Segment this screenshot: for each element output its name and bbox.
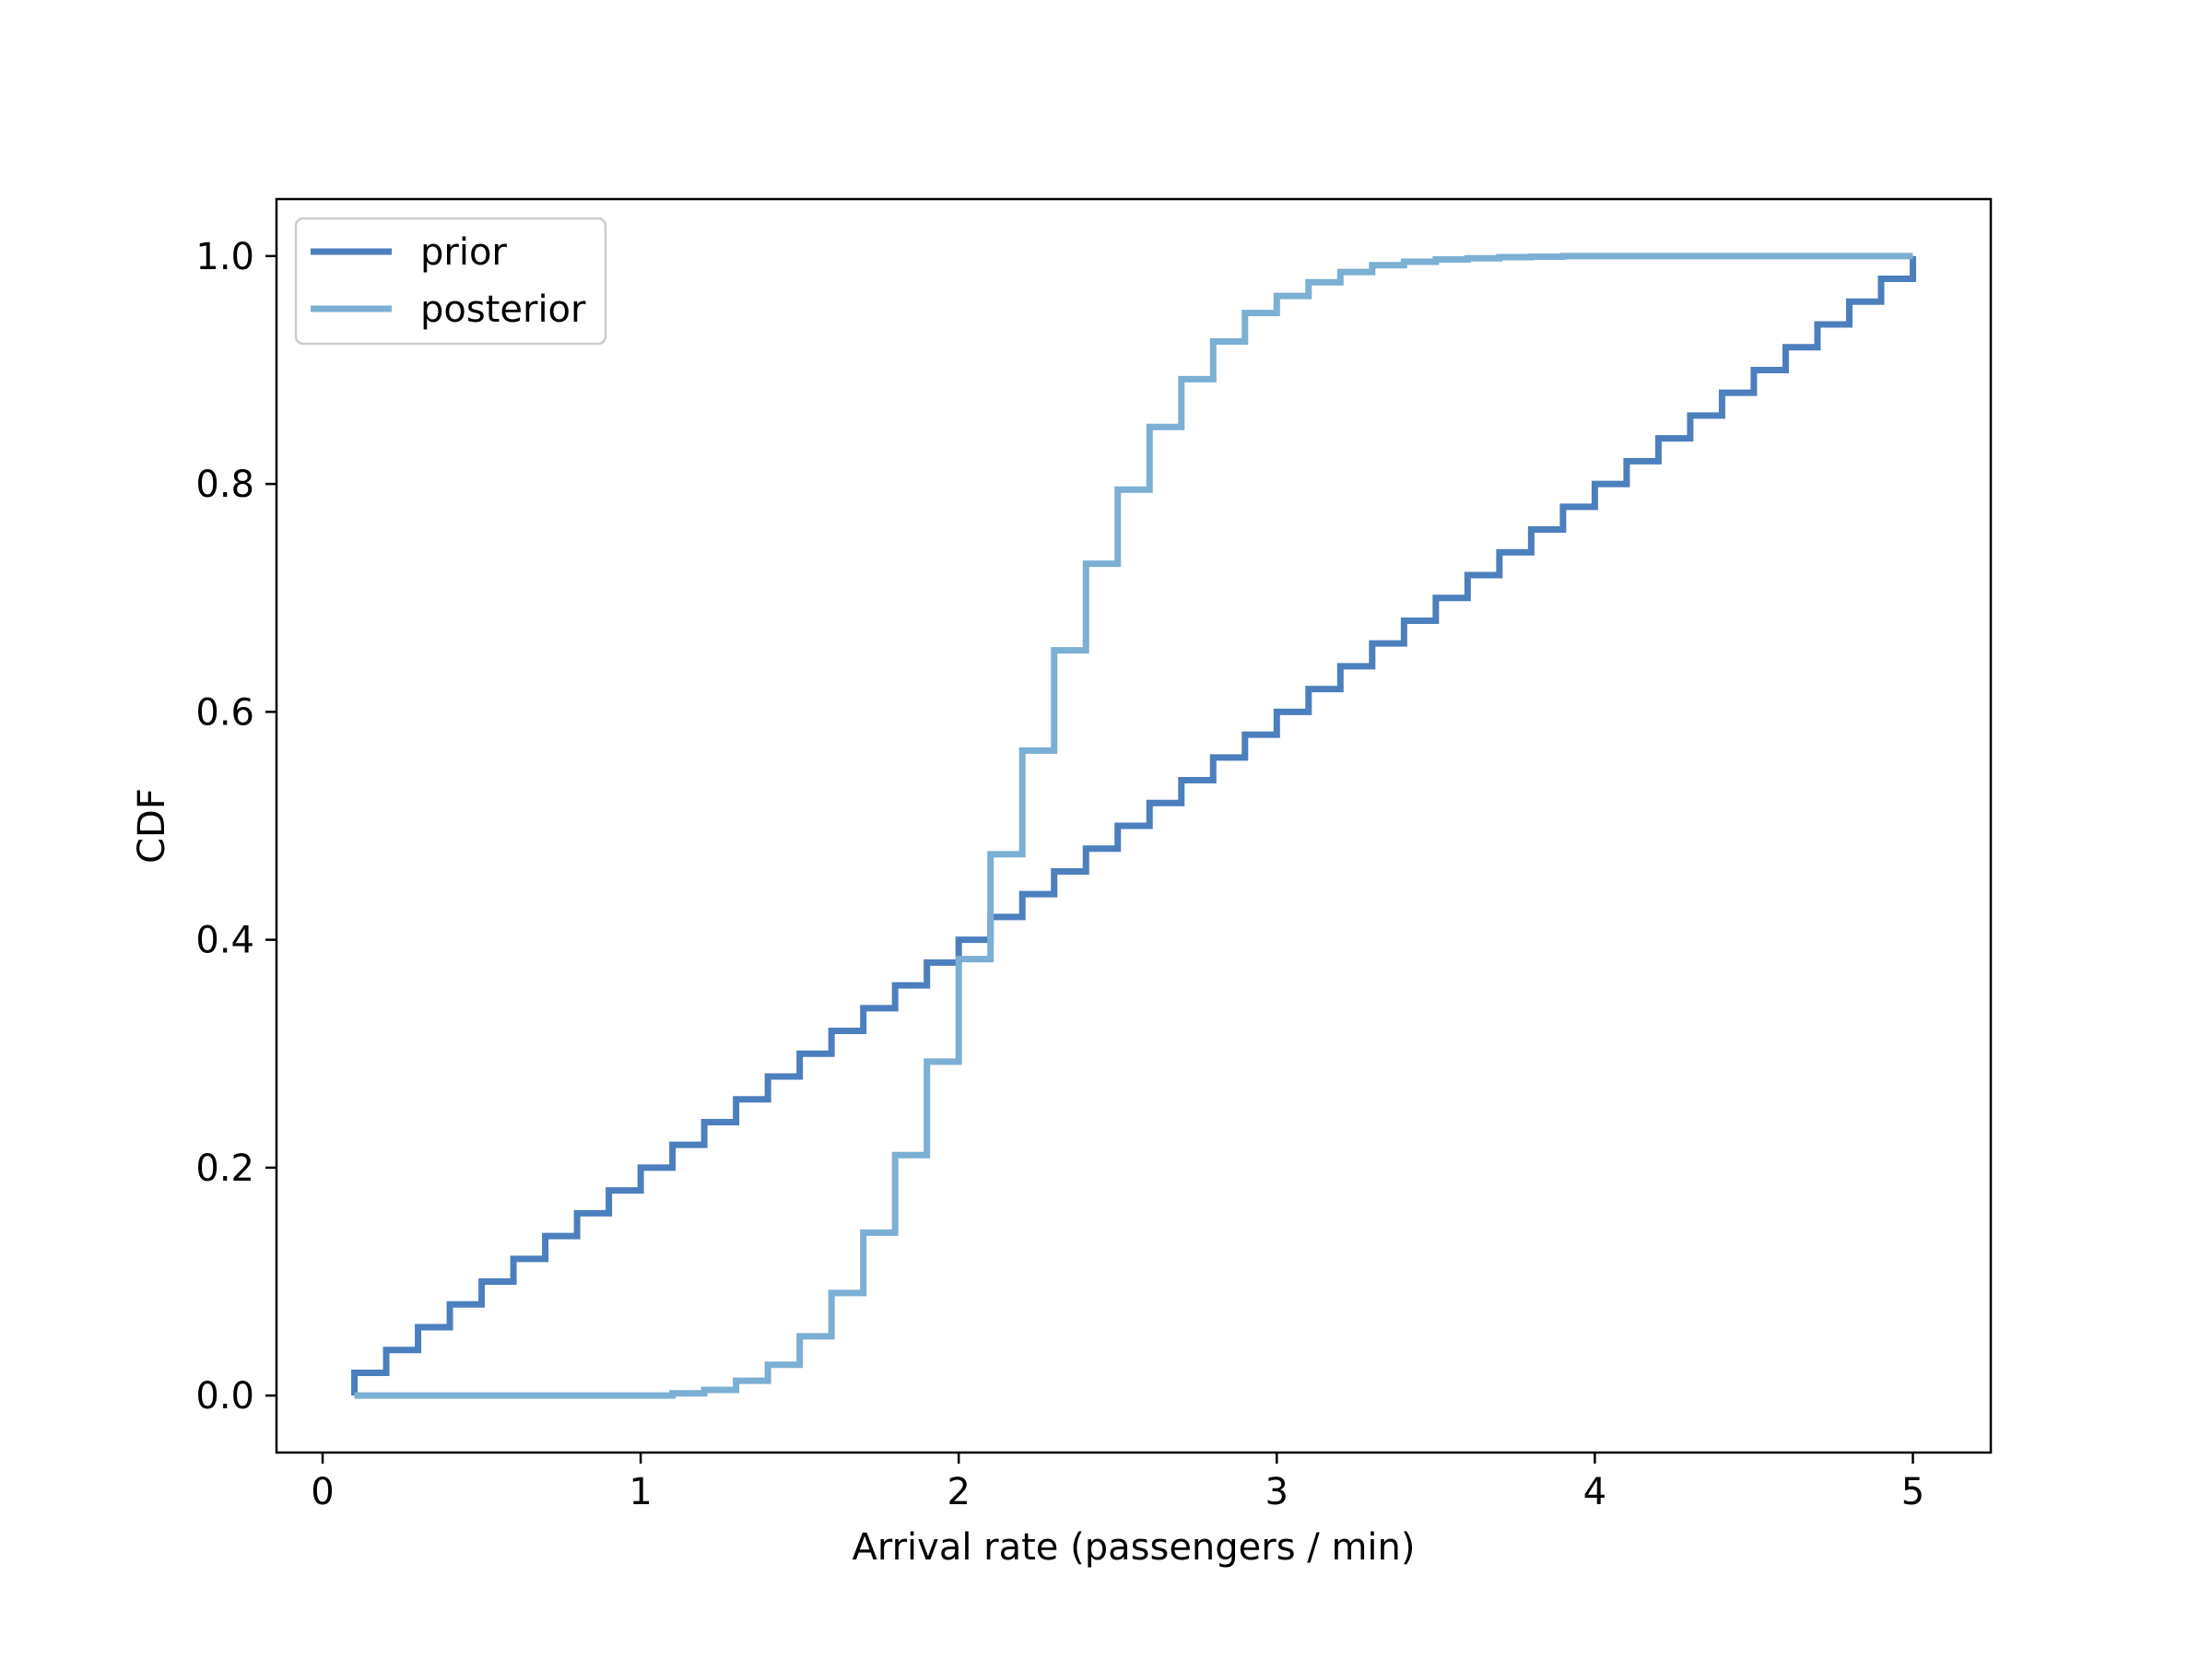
x-tick-label: 4: [1583, 1471, 1606, 1513]
legend: prior posterior: [294, 217, 607, 346]
plot-frame: [275, 197, 1993, 1454]
legend-label-posterior: posterior: [420, 288, 586, 331]
y-axis: 0.0 0.2 0.4 0.6 0.8 1.0: [195, 236, 276, 1418]
series-layer: [351, 253, 1916, 1399]
x-tick-label: 5: [1901, 1471, 1924, 1513]
y-tick-label: 0.8: [195, 464, 254, 506]
x-tick-label: 0: [311, 1471, 334, 1513]
x-tick-label: 1: [629, 1471, 652, 1513]
y-axis-label: CDF: [131, 788, 173, 864]
y-tick-label: 0.2: [195, 1147, 254, 1190]
y-tick-label: 0.4: [195, 920, 254, 962]
x-tick-label: 3: [1265, 1471, 1288, 1513]
legend-label-prior: prior: [420, 231, 507, 274]
x-tick-label: 2: [947, 1471, 970, 1513]
y-tick-label: 0.6: [195, 691, 254, 734]
series-line-prior: [351, 255, 1916, 1396]
series-line-posterior: [354, 253, 1913, 1399]
y-tick-label: 0.0: [195, 1375, 254, 1418]
x-axis-label: Arrival rate (passengers / min): [852, 1526, 1415, 1569]
y-tick-label: 1.0: [195, 236, 254, 278]
x-axis: 0 1 2 3 4 5: [311, 1453, 1924, 1513]
